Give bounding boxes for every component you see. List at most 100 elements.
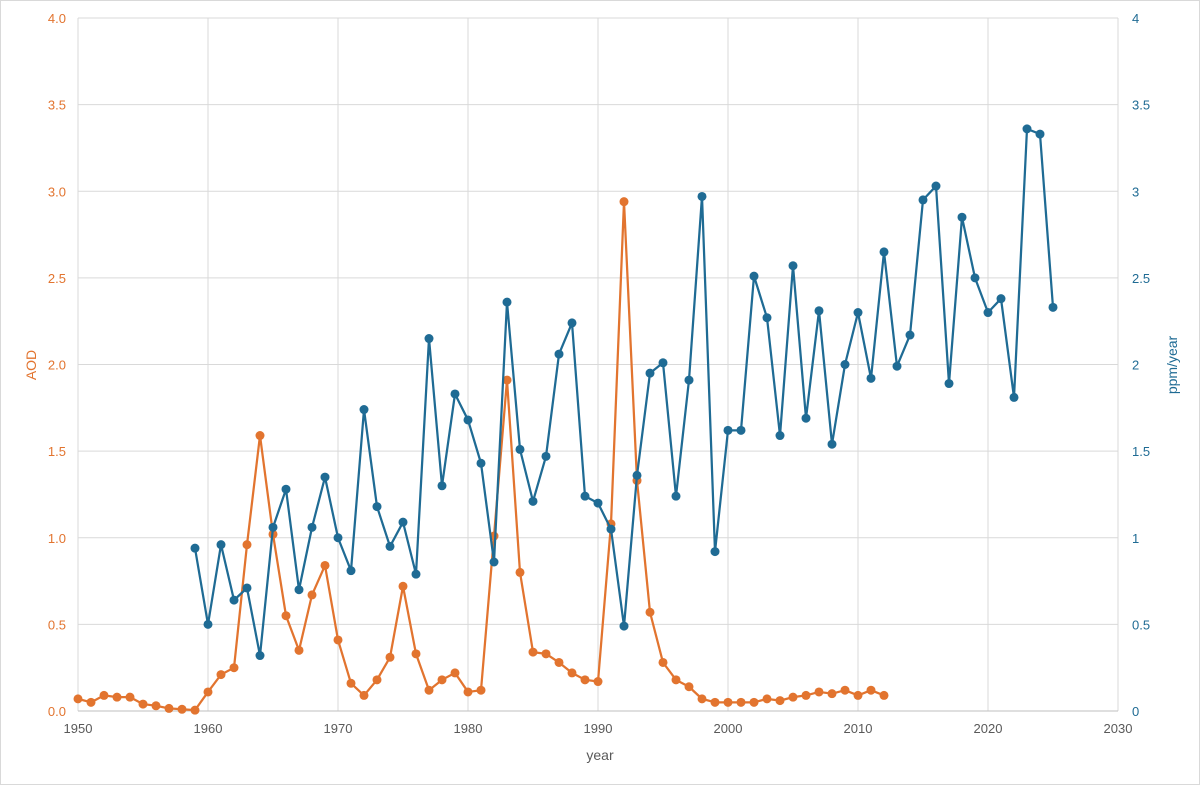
- data-point: [346, 678, 356, 688]
- data-point: [502, 375, 512, 385]
- data-point: [632, 470, 642, 480]
- data-point: [424, 685, 434, 695]
- data-point: [515, 444, 525, 454]
- data-point: [255, 431, 265, 441]
- data-point: [190, 705, 200, 715]
- data-point: [580, 675, 590, 685]
- series-left-axis: [73, 197, 889, 715]
- data-point: [476, 685, 486, 695]
- data-point: [112, 692, 122, 702]
- data-point: [762, 313, 772, 323]
- data-point: [268, 522, 278, 532]
- data-point: [853, 308, 863, 318]
- data-point: [489, 557, 499, 567]
- data-point: [710, 697, 720, 707]
- y-right-tick-label: 2: [1132, 358, 1139, 373]
- data-point: [450, 668, 460, 678]
- data-point: [333, 533, 343, 543]
- data-point: [463, 415, 473, 425]
- data-point: [970, 273, 980, 283]
- series-right-axis: [190, 124, 1058, 661]
- y-axis-right-title: ppm/year: [1164, 335, 1180, 394]
- data-point: [1035, 129, 1045, 139]
- data-point: [619, 197, 629, 207]
- x-tick-label: 1960: [194, 721, 223, 736]
- data-point: [281, 484, 291, 494]
- y-right-tick-label: 3.5: [1132, 98, 1150, 113]
- data-point: [788, 692, 798, 702]
- data-point: [554, 657, 564, 667]
- data-point: [866, 685, 876, 695]
- data-point: [216, 540, 226, 550]
- data-point: [359, 690, 369, 700]
- data-point: [320, 560, 330, 570]
- data-point: [957, 212, 967, 222]
- data-point: [203, 619, 213, 629]
- data-point: [437, 481, 447, 491]
- data-point: [1009, 392, 1019, 402]
- data-point: [619, 621, 629, 631]
- data-point: [242, 583, 252, 593]
- y-right-tick-label: 2.5: [1132, 271, 1150, 286]
- data-point: [658, 657, 668, 667]
- data-point: [879, 247, 889, 257]
- y-left-tick-label: 0.5: [48, 617, 66, 632]
- data-point: [801, 690, 811, 700]
- data-point: [502, 297, 512, 307]
- series-layer: [73, 124, 1058, 715]
- data-point: [996, 294, 1006, 304]
- data-point: [723, 697, 733, 707]
- data-point: [580, 491, 590, 501]
- data-point: [593, 677, 603, 687]
- data-point: [151, 701, 161, 711]
- axes: 1950 1960 1970 1980 1990 2000 2010 2020 2030 0.0 0…: [48, 11, 1150, 736]
- data-point: [385, 541, 395, 551]
- data-point: [749, 271, 759, 281]
- data-point: [788, 261, 798, 271]
- data-point: [723, 425, 733, 435]
- y-right-tick-label: 4: [1132, 11, 1139, 26]
- data-point: [840, 360, 850, 369]
- data-point: [684, 682, 694, 692]
- data-point: [762, 694, 772, 704]
- y-left-tick-label: 2.0: [48, 358, 66, 373]
- data-point: [879, 690, 889, 700]
- y-right-tick-label: 0.5: [1132, 617, 1150, 632]
- data-point: [346, 566, 356, 576]
- data-point: [567, 668, 577, 678]
- data-point: [554, 349, 564, 359]
- data-point: [86, 697, 96, 707]
- data-point: [814, 306, 824, 316]
- data-point: [801, 413, 811, 423]
- data-point: [73, 694, 83, 704]
- data-point: [606, 524, 616, 534]
- data-point: [697, 191, 707, 201]
- x-tick-label: 2020: [974, 721, 1003, 736]
- y-right-tick-label: 3: [1132, 184, 1139, 199]
- data-point: [333, 635, 343, 645]
- y-left-tick-label: 1.5: [48, 444, 66, 459]
- data-point: [216, 670, 226, 680]
- data-point: [385, 652, 395, 662]
- y-left-tick-label: 2.5: [48, 271, 66, 286]
- data-point: [463, 687, 473, 697]
- data-point: [775, 431, 785, 441]
- data-point: [892, 361, 902, 371]
- data-point: [242, 540, 252, 550]
- data-point: [450, 389, 460, 399]
- data-point: [749, 697, 759, 707]
- data-point: [125, 692, 135, 702]
- data-point: [710, 547, 720, 557]
- data-point: [229, 595, 239, 605]
- data-point: [398, 581, 408, 591]
- data-point: [528, 496, 538, 506]
- data-point: [190, 543, 200, 553]
- data-point: [281, 611, 291, 621]
- data-point: [177, 704, 187, 714]
- data-point: [411, 649, 421, 659]
- x-tick-label: 1970: [324, 721, 353, 736]
- data-point: [775, 696, 785, 706]
- data-point: [853, 690, 863, 700]
- data-point: [645, 368, 655, 378]
- data-point: [203, 687, 213, 697]
